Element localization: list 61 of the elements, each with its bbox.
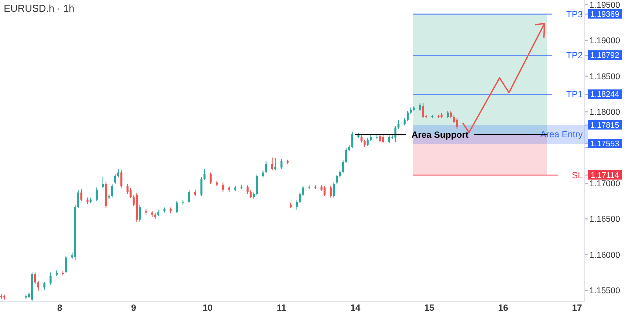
candlestick bbox=[139, 204, 142, 222]
ref-line-label: Area Support bbox=[412, 130, 469, 140]
candlestick bbox=[333, 182, 336, 198]
x-tick-label: 17 bbox=[572, 303, 582, 313]
x-tick-label: 16 bbox=[498, 303, 508, 313]
candlestick bbox=[330, 186, 332, 198]
x-tick-label: 15 bbox=[424, 303, 435, 313]
candlestick bbox=[222, 182, 224, 192]
candlestick bbox=[188, 190, 190, 204]
x-tick-label: 10 bbox=[202, 303, 213, 313]
ref-line-label: TP2 bbox=[566, 50, 583, 61]
candlestick bbox=[352, 132, 354, 149]
candlestick bbox=[120, 170, 123, 188]
candlestick bbox=[265, 160, 268, 174]
candlestick bbox=[314, 185, 317, 190]
candlestick bbox=[324, 186, 326, 197]
candlestick bbox=[176, 200, 178, 214]
y-tick-label: 1.17000 bbox=[590, 178, 621, 188]
candlestick bbox=[111, 184, 114, 198]
y-tick-label: 1.16000 bbox=[590, 250, 621, 260]
y-tick-label: 1.18000 bbox=[590, 107, 621, 118]
x-tick-label: 9 bbox=[131, 303, 136, 313]
ref-line-label: SL bbox=[572, 170, 583, 180]
candlestick bbox=[80, 188, 83, 202]
y-tick-label: 1.18244 bbox=[590, 90, 620, 100]
chart-title: EURUSD.h · 1h bbox=[4, 4, 75, 15]
y-tick-label: 1.19000 bbox=[590, 36, 621, 46]
candlestick bbox=[271, 157, 274, 172]
y-tick-label: 1.19500 bbox=[590, 0, 621, 10]
candlestick bbox=[50, 272, 52, 286]
candlestick bbox=[280, 158, 283, 170]
y-tick-label: 1.15500 bbox=[590, 286, 621, 296]
y-tick-label: 1.18500 bbox=[590, 71, 621, 82]
x-tick-label: 11 bbox=[276, 303, 286, 313]
y-tick-label: 1.16500 bbox=[590, 214, 621, 224]
candlestick bbox=[56, 270, 58, 277]
x-tick-label: 14 bbox=[350, 303, 361, 313]
candlestick bbox=[210, 172, 212, 185]
y-tick-label: 1.18792 bbox=[590, 51, 620, 60]
y-tick-label: 1.17815 bbox=[590, 120, 620, 130]
candlestick bbox=[336, 174, 338, 185]
y-tick-label: 1.17114 bbox=[590, 170, 620, 180]
ref-line-label: TP1 bbox=[566, 90, 583, 100]
candlestick bbox=[394, 126, 397, 142]
y-tick-label: 1.19369 bbox=[590, 10, 620, 19]
ref-line-label: TP3 bbox=[566, 9, 583, 20]
candlestick bbox=[204, 168, 206, 180]
candlestick bbox=[200, 176, 203, 197]
candlestick bbox=[126, 184, 129, 195]
candlestick bbox=[406, 110, 409, 122]
candlestick bbox=[96, 187, 98, 202]
candlestick bbox=[308, 185, 310, 190]
candlestick bbox=[102, 176, 104, 189]
candlestick bbox=[105, 182, 108, 209]
y-tick-label: 1.17553 bbox=[590, 140, 620, 149]
candlestick bbox=[456, 118, 458, 130]
candlestick bbox=[65, 256, 68, 274]
candlestick bbox=[256, 174, 258, 196]
candlestick bbox=[422, 103, 424, 119]
candlestick bbox=[274, 158, 277, 172]
x-tick-label: 8 bbox=[58, 303, 63, 313]
